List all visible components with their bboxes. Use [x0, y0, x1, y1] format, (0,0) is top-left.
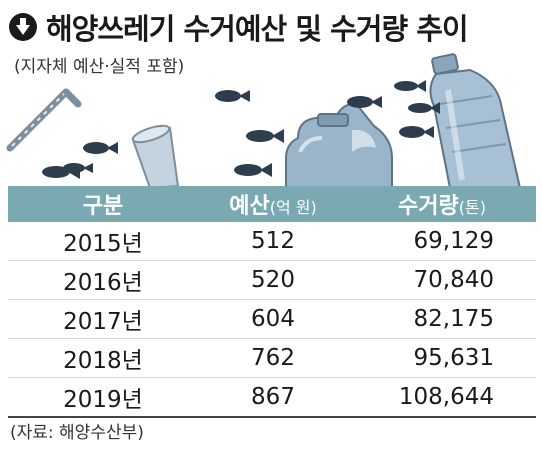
table-row: 2018년 762 95,631: [8, 339, 536, 378]
cell-year: 2018년: [63, 348, 143, 374]
cell-budget: 762: [251, 345, 295, 371]
cell-year: 2016년: [63, 270, 143, 296]
cell-year: 2015년: [63, 231, 143, 257]
cell-budget: 604: [251, 306, 295, 332]
cell-amount: 82,175: [413, 306, 494, 332]
table-row: 2016년 520 70,840: [8, 261, 536, 300]
fish-icon: [42, 80, 440, 179]
down-arrow-circle-icon: [9, 13, 37, 41]
header-amount-unit: (톤): [458, 198, 486, 217]
marine-debris-illustration: [6, 53, 522, 188]
header-amount: 수거량(톤): [398, 194, 486, 219]
cell-year: 2019년: [63, 387, 143, 413]
cell-budget: 867: [251, 384, 295, 410]
table-header: 구분 예산(억 원) 수거량(톤): [8, 186, 536, 222]
jug-icon: [285, 103, 393, 188]
header-budget: 예산(억 원): [229, 194, 317, 219]
cell-budget: 520: [251, 267, 295, 293]
cell-amount: 70,840: [413, 267, 494, 293]
cell-year: 2017년: [63, 309, 143, 335]
header-budget-unit: (억 원): [269, 198, 317, 217]
table-row: 2017년 604 82,175: [8, 300, 536, 339]
header-category: 구분: [82, 194, 124, 219]
chart-title: 해양쓰레기 수거예산 및 수거량 추이: [46, 12, 469, 46]
bottle-icon: [429, 53, 522, 188]
source-note: (자료: 해양수산부): [10, 423, 144, 443]
title-row: 해양쓰레기 수거예산 및 수거량 추이: [8, 6, 469, 48]
chart-subtitle: (지자체 예산·실적 포함): [14, 57, 185, 77]
straw-icon: [6, 88, 82, 152]
cup-icon: [131, 124, 180, 188]
table-row: 2015년 512 69,129: [8, 222, 536, 261]
table-row: 2019년 867 108,644: [8, 378, 536, 418]
data-table: 구분 예산(억 원) 수거량(톤) 2015년 512 69,129 2016년…: [8, 186, 536, 418]
cell-amount: 95,631: [413, 345, 494, 371]
cell-amount: 69,129: [413, 228, 494, 254]
cell-amount: 108,644: [398, 384, 494, 410]
cell-budget: 512: [251, 228, 295, 254]
